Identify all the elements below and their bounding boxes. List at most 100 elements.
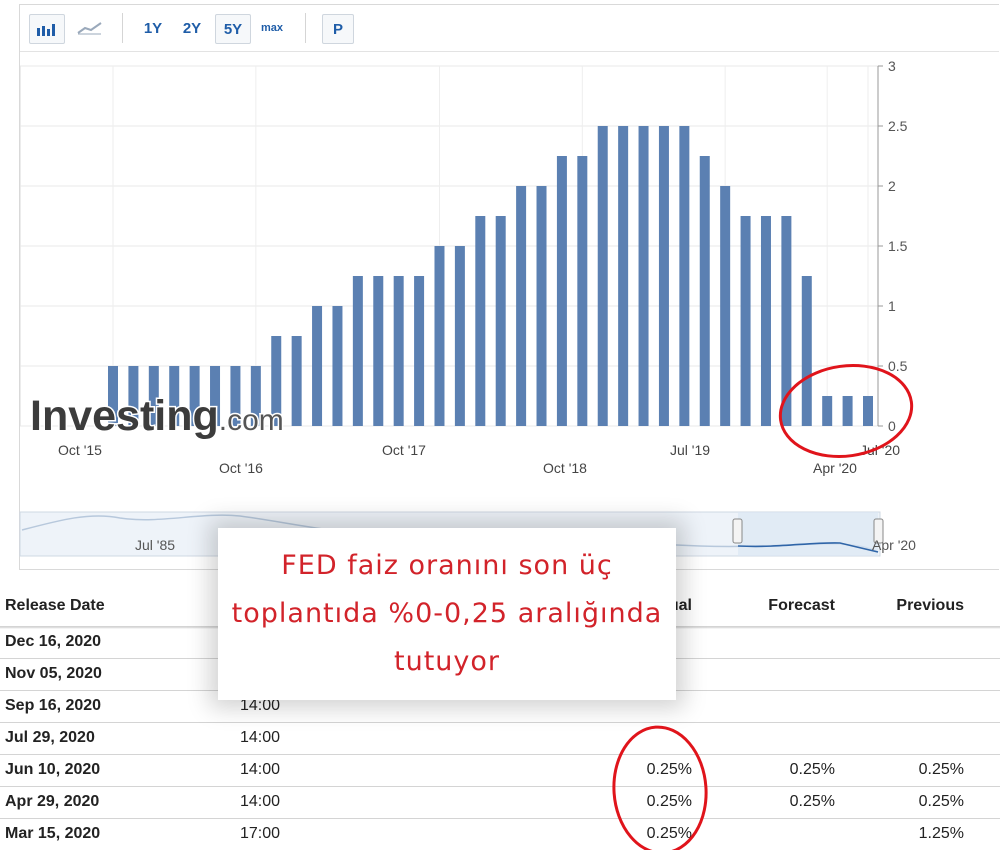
bar[interactable] bbox=[760, 216, 771, 426]
header-previous[interactable]: Previous bbox=[896, 597, 964, 614]
bar[interactable] bbox=[189, 366, 200, 426]
cell-actual: 0.25% bbox=[646, 825, 692, 842]
y-tick-label: 0.5 bbox=[888, 358, 908, 374]
bar[interactable] bbox=[434, 246, 445, 426]
cell-time: 14:00 bbox=[240, 697, 281, 714]
investing-logo: Investing.com bbox=[30, 392, 284, 440]
cell-forecast: 0.25% bbox=[789, 793, 835, 810]
navigator-selection[interactable] bbox=[738, 512, 878, 556]
chart-bars bbox=[108, 126, 873, 426]
x-tick-label: Oct '18 bbox=[543, 460, 587, 476]
table-row: Jul 29, 2020 14:00 bbox=[0, 722, 1000, 754]
bar[interactable] bbox=[332, 306, 343, 426]
range-1y-button[interactable]: 1Y bbox=[143, 19, 163, 37]
table-row: Mar 15, 2020 17:00 0.25% 1.25% bbox=[0, 818, 1000, 850]
bar[interactable] bbox=[577, 156, 588, 426]
cell-time: 17:00 bbox=[240, 825, 281, 842]
bar[interactable] bbox=[740, 216, 751, 426]
cell-release-date: Dec 16, 2020 bbox=[5, 633, 102, 650]
range-2y-button[interactable]: 2Y bbox=[182, 19, 202, 37]
bar[interactable] bbox=[393, 276, 404, 426]
bar[interactable] bbox=[373, 276, 384, 426]
bar[interactable] bbox=[148, 366, 159, 426]
cell-release-date: Nov 05, 2020 bbox=[5, 665, 102, 682]
bar[interactable] bbox=[128, 366, 139, 426]
callout-line: tutuyor bbox=[394, 646, 500, 677]
table-row: Jun 10, 2020 14:00 0.25% 0.25% 0.25% bbox=[0, 754, 1000, 786]
bar-chart: 0 0.5 1 1.5 2 2.5 3 Oct '15 Oct '17 Jul '19 Jul '… bbox=[19, 58, 916, 557]
cell-release-date: Mar 15, 2020 bbox=[5, 825, 101, 842]
y-tick-label: 2.5 bbox=[888, 118, 908, 134]
x-tick-label: Jul '20 bbox=[860, 442, 900, 458]
bar-chart-button[interactable] bbox=[29, 14, 65, 44]
x-tick-label: Oct '16 bbox=[219, 460, 263, 476]
bar[interactable] bbox=[414, 276, 425, 426]
bar[interactable] bbox=[781, 216, 792, 426]
bar[interactable] bbox=[454, 246, 465, 426]
bar[interactable] bbox=[352, 276, 363, 426]
bar[interactable] bbox=[618, 126, 629, 426]
y-tick-label: 2 bbox=[888, 178, 896, 194]
bar[interactable] bbox=[516, 186, 527, 426]
p-button[interactable]: P bbox=[322, 14, 354, 44]
bar[interactable] bbox=[250, 366, 261, 426]
callout-line: toplantıda %0-0,25 aralığında bbox=[231, 598, 663, 629]
bar[interactable] bbox=[271, 336, 282, 426]
bar[interactable] bbox=[475, 216, 486, 426]
bar[interactable] bbox=[495, 216, 506, 426]
cell-time: 14:00 bbox=[240, 761, 281, 778]
bar[interactable] bbox=[210, 366, 221, 426]
bar[interactable] bbox=[536, 186, 547, 426]
range-5y-button[interactable]: 5Y bbox=[215, 14, 251, 44]
bar[interactable] bbox=[658, 126, 669, 426]
cell-release-date: Apr 29, 2020 bbox=[5, 793, 100, 810]
x-tick-label: Oct '17 bbox=[382, 442, 426, 458]
bar[interactable] bbox=[720, 186, 731, 426]
cell-previous: 0.25% bbox=[918, 793, 964, 810]
header-forecast[interactable]: Forecast bbox=[768, 597, 835, 614]
navigator-handle-right[interactable] bbox=[873, 518, 884, 544]
bar-chart-icon bbox=[37, 24, 55, 36]
cell-release-date: Jun 10, 2020 bbox=[5, 761, 101, 778]
chart-toolbar: 1Y 2Y 5Y max P bbox=[20, 5, 999, 52]
x-tick-label: Oct '15 bbox=[58, 442, 102, 458]
cell-previous: 0.25% bbox=[918, 761, 964, 778]
cell-forecast: 0.25% bbox=[789, 761, 835, 778]
header-release-date[interactable]: Release Date bbox=[5, 597, 105, 614]
bar[interactable] bbox=[230, 366, 241, 426]
cell-time: 14:00 bbox=[240, 729, 281, 746]
bar[interactable] bbox=[638, 126, 649, 426]
cell-release-date: Sep 16, 2020 bbox=[5, 697, 102, 714]
bar[interactable] bbox=[801, 276, 812, 426]
bar[interactable] bbox=[679, 126, 690, 426]
bar[interactable] bbox=[312, 306, 323, 426]
y-tick-label: 0 bbox=[888, 418, 896, 434]
bar[interactable] bbox=[822, 396, 833, 426]
y-axis: 0 0.5 1 1.5 2 2.5 3 bbox=[877, 58, 908, 434]
bar[interactable] bbox=[556, 156, 567, 426]
range-max-button[interactable]: max bbox=[260, 22, 284, 34]
x-axis: Oct '15 Oct '17 Jul '19 Jul '20 Oct '16 Oct '… bbox=[58, 442, 900, 476]
cell-time: 14:00 bbox=[240, 793, 281, 810]
cell-actual: 0.25% bbox=[646, 761, 692, 778]
annotation-callout: FED faiz oranını son üç toplantıda %0-0,2… bbox=[218, 528, 676, 700]
navigator-label-left: Jul '85 bbox=[135, 537, 175, 553]
bar[interactable] bbox=[597, 126, 608, 426]
bar[interactable] bbox=[842, 396, 853, 426]
y-tick-label: 1.5 bbox=[888, 238, 908, 254]
line-chart-button[interactable] bbox=[73, 14, 107, 42]
x-tick-label: Jul '19 bbox=[670, 442, 710, 458]
navigator-handle-left[interactable] bbox=[732, 518, 743, 544]
y-tick-label: 1 bbox=[888, 298, 896, 314]
bar[interactable] bbox=[291, 336, 302, 426]
cell-actual: 0.25% bbox=[646, 793, 692, 810]
bar[interactable] bbox=[169, 366, 180, 426]
bar[interactable] bbox=[108, 366, 118, 426]
x-tick-label: Apr '20 bbox=[813, 460, 857, 476]
toolbar-divider bbox=[305, 13, 306, 43]
bar[interactable] bbox=[863, 396, 873, 426]
cell-release-date: Jul 29, 2020 bbox=[5, 729, 95, 746]
table-row: Apr 29, 2020 14:00 0.25% 0.25% 0.25% bbox=[0, 786, 1000, 818]
line-chart-icon bbox=[77, 22, 102, 35]
bar[interactable] bbox=[699, 156, 710, 426]
